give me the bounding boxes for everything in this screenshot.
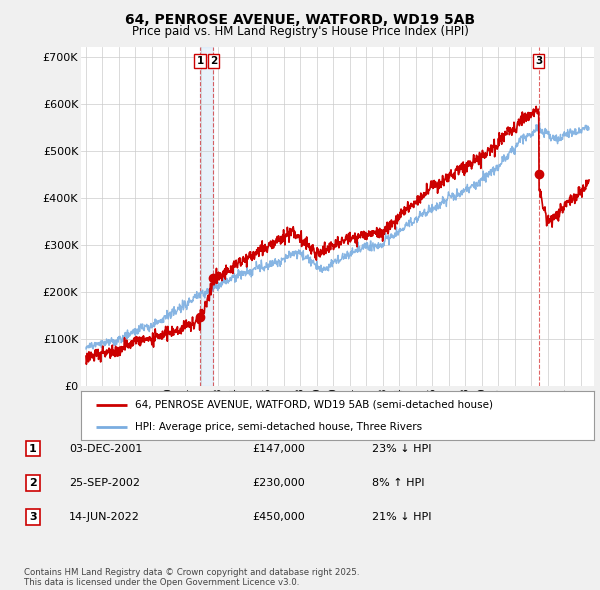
Text: 1: 1	[196, 55, 204, 65]
Text: £230,000: £230,000	[252, 478, 305, 488]
Text: 3: 3	[29, 512, 37, 522]
Text: 2: 2	[210, 55, 217, 65]
Text: 64, PENROSE AVENUE, WATFORD, WD19 5AB (semi-detached house): 64, PENROSE AVENUE, WATFORD, WD19 5AB (s…	[135, 399, 493, 409]
Text: 03-DEC-2001: 03-DEC-2001	[69, 444, 142, 454]
Text: 3: 3	[535, 55, 542, 65]
Text: £450,000: £450,000	[252, 512, 305, 522]
Text: 8% ↑ HPI: 8% ↑ HPI	[372, 478, 425, 488]
Text: £147,000: £147,000	[252, 444, 305, 454]
Text: 23% ↓ HPI: 23% ↓ HPI	[372, 444, 431, 454]
Text: 64, PENROSE AVENUE, WATFORD, WD19 5AB: 64, PENROSE AVENUE, WATFORD, WD19 5AB	[125, 13, 475, 27]
Text: 2: 2	[29, 478, 37, 488]
Text: Contains HM Land Registry data © Crown copyright and database right 2025.
This d: Contains HM Land Registry data © Crown c…	[24, 568, 359, 587]
Text: HPI: Average price, semi-detached house, Three Rivers: HPI: Average price, semi-detached house,…	[135, 422, 422, 432]
Text: 25-SEP-2002: 25-SEP-2002	[69, 478, 140, 488]
Bar	[200, 47, 214, 386]
Text: 21% ↓ HPI: 21% ↓ HPI	[372, 512, 431, 522]
Text: 1: 1	[29, 444, 37, 454]
Text: Price paid vs. HM Land Registry's House Price Index (HPI): Price paid vs. HM Land Registry's House …	[131, 25, 469, 38]
Text: 14-JUN-2022: 14-JUN-2022	[69, 512, 140, 522]
